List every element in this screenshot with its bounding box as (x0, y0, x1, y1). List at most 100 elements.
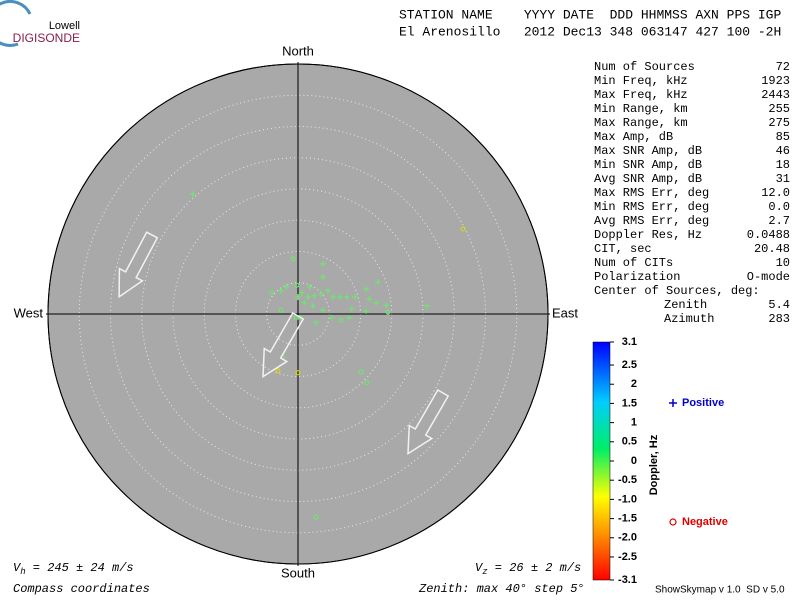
source-circle (295, 370, 301, 376)
source-plus (320, 307, 326, 314)
stat-label: Doppler Res, Hz (594, 228, 702, 242)
colorbar-tick-label: 0.5 (622, 436, 637, 448)
colorbar-tick-label: 2 (631, 378, 637, 390)
stat-label: Polarization (594, 270, 680, 284)
logo: Lowell DIGISONDE (0, 0, 80, 47)
stat-value: 5.4 (768, 298, 790, 312)
source-plus (305, 294, 311, 301)
compass-north: North (282, 43, 314, 58)
stat-value: 283 (768, 312, 790, 326)
colorbar-tick-label: -3.1 (618, 574, 637, 586)
stat-label: Num of CITs (594, 256, 673, 270)
colorbar-tick-label: -0.5 (618, 474, 637, 486)
source-plus (383, 302, 390, 309)
colorbar-tick-label: 2.5 (622, 359, 637, 371)
arrow (262, 311, 305, 379)
stat-label: Min Range, km (594, 102, 688, 116)
vh: Vh = 245 ± 24 m/s (13, 561, 134, 577)
stat-value: 0.0488 (747, 228, 790, 242)
source-circle (269, 290, 275, 296)
source-plus (283, 284, 290, 291)
stat-label: Avg RMS Err, deg (594, 214, 709, 228)
colorbar-tick-label: 1.5 (622, 397, 637, 409)
stat-label: Center of Sources, deg: (594, 284, 760, 298)
stat-value: 72 (776, 60, 790, 74)
source-plus (320, 261, 326, 267)
stat-value: 12.0 (761, 186, 790, 200)
stat-label: Avg SNR Amp, dB (594, 172, 702, 186)
vz-text: = 26 ± 2 m/s (488, 561, 582, 575)
logo-arc (0, 0, 32, 47)
source-plus (328, 314, 335, 321)
stat-value: 255 (768, 102, 790, 116)
vz: Vz = 26 ± 2 m/s (475, 561, 581, 577)
source-circle (313, 514, 319, 520)
source-plus (306, 284, 313, 291)
source-circle (294, 282, 300, 288)
version: ShowSkymap v 1.0 SD v 5.0 (655, 585, 785, 596)
source-plus (298, 289, 305, 296)
stat-value: 20.48 (754, 242, 790, 256)
source-plus (320, 274, 326, 281)
stat-label: Max Range, km (594, 116, 688, 130)
stat-value: 46 (776, 144, 790, 158)
source-plus (278, 287, 285, 294)
stat-label: Azimuth (664, 312, 714, 326)
stat-value: 0.0 (768, 200, 790, 214)
header-values: El Arenosillo 2012 Dec13 348 063147 427 … (399, 24, 781, 39)
source-plus (363, 286, 370, 292)
logo-top: Lowell (49, 20, 80, 32)
stat-label: Min Freq, kHz (594, 74, 688, 88)
colorbar-tick-label: -1.0 (618, 493, 637, 505)
legend-label: Positive (682, 397, 724, 409)
arrow (118, 231, 159, 299)
legend-circle (669, 518, 677, 526)
source-circle (358, 369, 364, 375)
stat-label: Max Freq, kHz (594, 88, 688, 102)
source-plus (311, 292, 318, 299)
source-plus (375, 279, 381, 286)
source-plus (346, 314, 353, 321)
legend-plus (669, 399, 677, 407)
source-circle (338, 317, 344, 323)
source-plus (336, 294, 343, 301)
source-circle (278, 307, 284, 313)
source-circle (385, 309, 391, 315)
stat-value: 1923 (761, 74, 790, 88)
colorbar-tick-label: -1.5 (618, 512, 637, 524)
colorbar (592, 341, 611, 581)
stat-value: 10 (776, 256, 790, 270)
source-plus (330, 294, 336, 301)
source-plus (301, 299, 308, 306)
stat-value: 85 (776, 130, 790, 144)
colorbar-tick-label: -2.0 (618, 532, 637, 544)
colorbar-tick-label: 0 (631, 455, 637, 467)
stat-label: Zenith (664, 298, 707, 312)
legend-label: Negative (682, 516, 728, 528)
colorbar-tick-label: -2.5 (618, 551, 637, 563)
vh-symbol: V (13, 561, 22, 575)
logo-name: DIGISONDE (13, 31, 80, 45)
source-plus (190, 191, 196, 197)
stat-value: 275 (768, 116, 790, 130)
compass-west: West (14, 305, 44, 320)
stat-label: Min RMS Err, deg (594, 200, 709, 214)
source-plus (325, 287, 331, 294)
header-columns: STATION NAME YYYY DATE DDD HHMMSS AXN PP… (399, 7, 781, 22)
vz-sub: z (482, 567, 487, 577)
stat-label: Max RMS Err, deg (594, 186, 709, 200)
arrow (407, 388, 450, 456)
colorbar-tick-label: 3.1 (622, 336, 637, 348)
vz-symbol: V (475, 561, 484, 575)
source-plus (343, 294, 350, 301)
source-plus (351, 294, 358, 301)
drift-arrows (118, 231, 450, 456)
plot (46, 62, 550, 566)
source-circle (275, 368, 281, 374)
compass-south: South (281, 565, 315, 580)
stat-label: Min SNR Amp, dB (594, 158, 702, 172)
stat-value: 31 (776, 172, 790, 186)
stat-label: Num of Sources (594, 60, 695, 74)
source-circle (460, 226, 466, 232)
